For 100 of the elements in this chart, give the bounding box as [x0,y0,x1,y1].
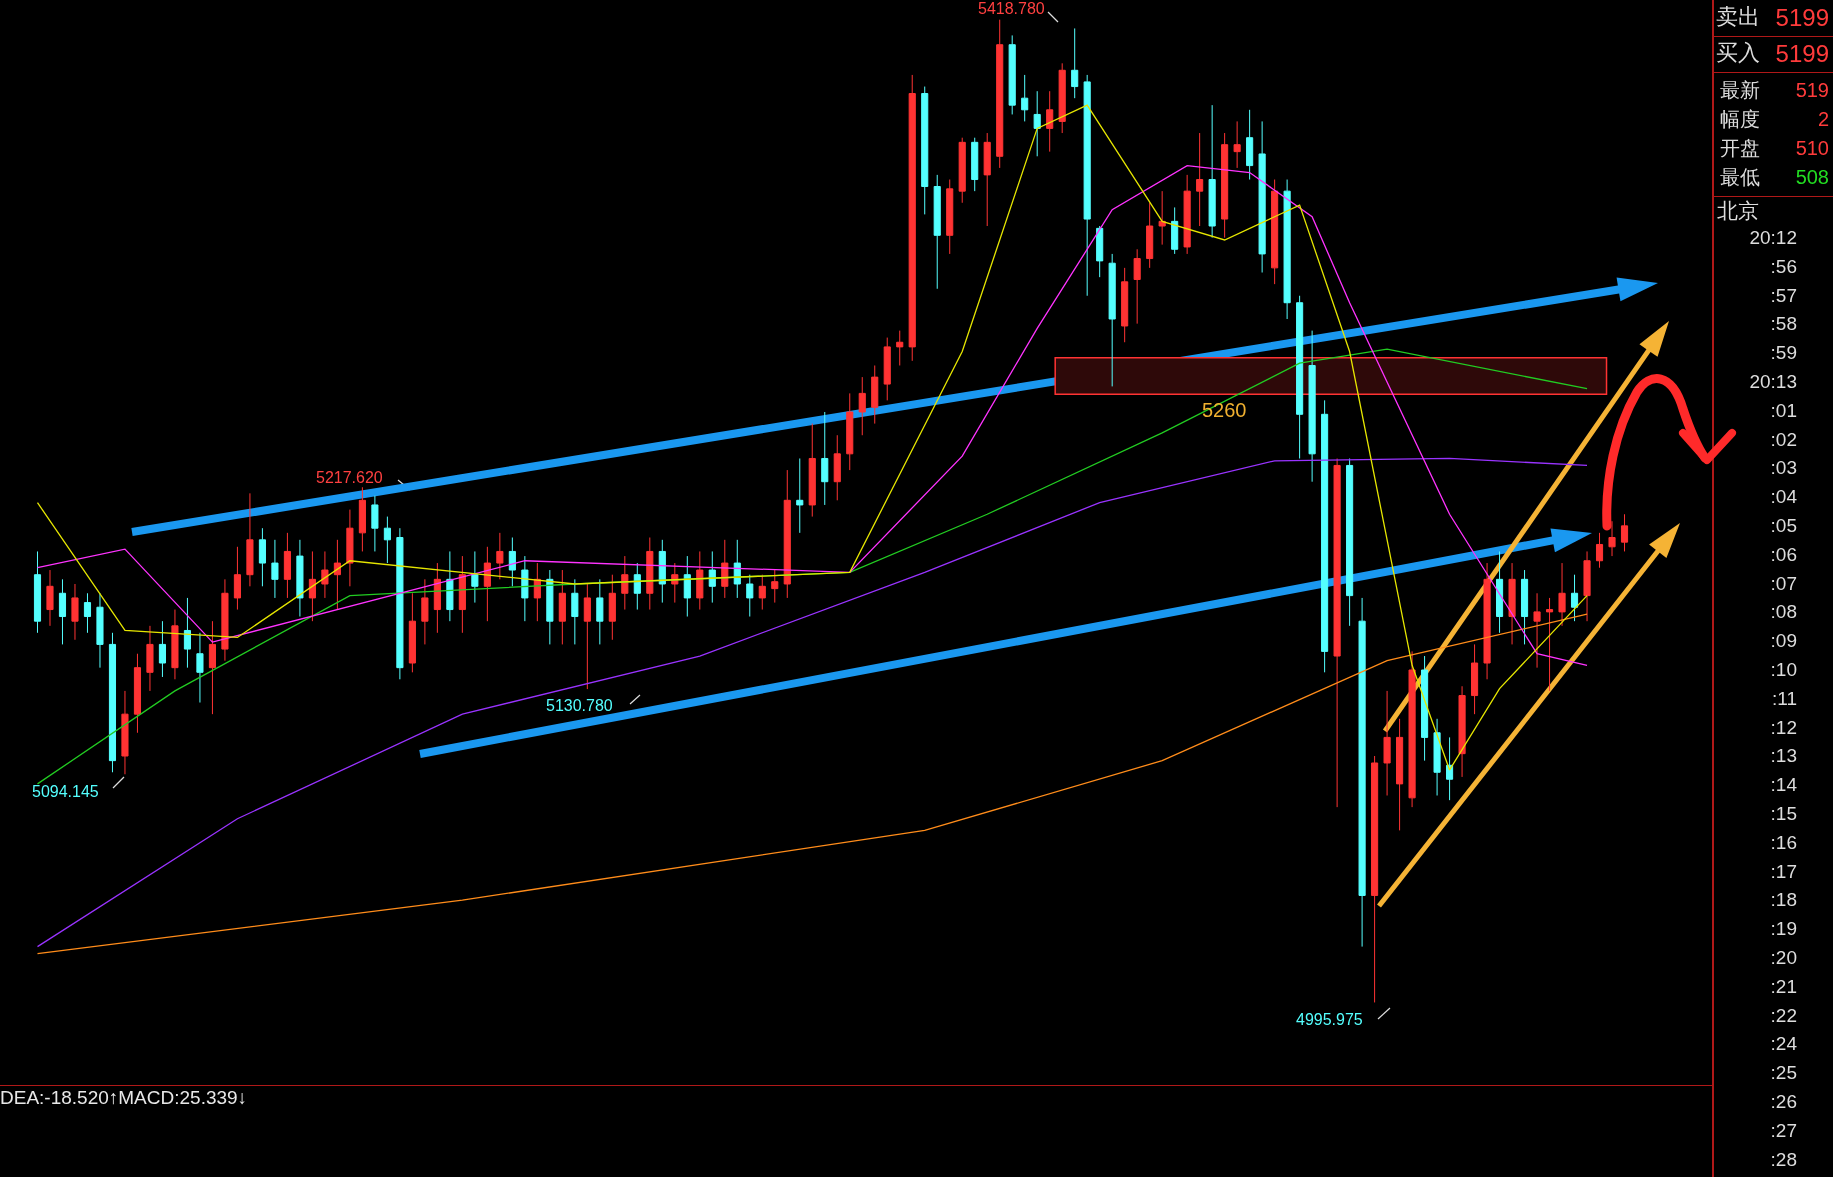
text: :07 [1770,572,1797,594]
candlestick [1520,569,1529,645]
text: 519 [1795,79,1829,101]
candlestick [208,620,216,715]
annotation: 5130.780 [546,697,613,714]
candlestick [1358,597,1366,948]
candlestick [883,337,891,401]
text: :59 [1770,342,1797,364]
candlestick [183,597,192,669]
candlestick [971,137,979,192]
text: :22 [1770,1004,1797,1026]
candlestick [221,578,229,662]
candlestick [633,562,641,611]
candlestick [258,527,266,587]
candlestick [783,469,791,599]
candlestick [233,546,241,611]
candlestick [1545,597,1554,692]
text: 20:13 [1749,371,1797,392]
candlestick [171,609,179,680]
candlestick [571,578,579,645]
text: :02 [1770,428,1797,450]
candlestick [196,632,204,704]
text: :17 [1770,860,1797,882]
candlestick [1496,550,1504,634]
candlestick [1446,736,1454,801]
candlestick [771,569,779,604]
candlestick [1046,90,1054,153]
text: 510 [1795,137,1829,159]
candlestick [383,516,391,564]
candlestick [733,539,741,599]
candlestick [871,364,879,425]
candlestick [846,392,854,471]
text: 20:12 [1749,227,1797,248]
candlestick [1096,225,1104,278]
candlestick [596,578,604,645]
candlestick [271,539,279,599]
candlestick [1471,643,1479,715]
text: :26 [1770,1091,1797,1112]
text: 最低 [1720,166,1760,188]
candlestick [921,86,929,215]
candlestick [333,539,341,611]
text: :08 [1770,601,1797,623]
text: :10 [1770,659,1797,680]
candlestick [546,569,554,645]
text: :03 [1770,457,1797,479]
candlestick [608,574,616,641]
text: :11 [1771,687,1797,709]
candlestick [1171,206,1179,255]
candlestick [1133,248,1141,325]
candlestick [1321,399,1329,673]
text: 买入 [1716,40,1760,65]
candlestick [1608,520,1616,557]
candlestick [1408,650,1416,808]
candlestick [1283,179,1291,320]
text: :16 [1770,831,1797,853]
text: :57 [1770,284,1797,306]
candlestick [796,457,804,534]
candlestick [1383,690,1391,797]
candlestick [983,132,991,227]
candlestick [1570,574,1579,622]
candlestick [1158,190,1166,246]
candlestick [458,555,466,634]
candlestick [1208,104,1216,239]
candlestick [758,574,766,611]
candlestick [1396,718,1404,831]
candlestick [121,690,129,775]
candlestick [146,625,154,692]
candlestick [671,562,679,604]
text: :13 [1770,745,1797,767]
text: 5199 [1775,40,1829,67]
candlestick [996,19,1004,169]
candlestick [583,583,591,690]
candlestick [946,179,954,255]
candlestick [508,537,516,587]
candlestick [58,578,67,645]
candlestick [71,583,79,641]
text: :04 [1770,486,1797,508]
candlestick [1483,562,1491,680]
candlestick [1533,592,1541,669]
text: 开盘 [1720,137,1760,159]
text: :25 [1770,1062,1797,1084]
text: DEA:-18.520↑MACD:25.339↓ [0,1087,248,1108]
annotation: 5217.620 [316,469,383,486]
text: :24 [1770,1033,1797,1055]
candlestick [33,550,42,634]
candlestick [108,632,117,773]
candlestick [1558,562,1566,627]
candlestick [308,550,316,622]
candlestick [283,532,291,599]
candlestick [646,537,654,611]
candlestick [621,555,629,611]
candlestick [1296,295,1304,459]
candlestick [1620,513,1629,552]
text: :28 [1770,1148,1797,1170]
candlestick [808,423,816,518]
candlestick [496,532,504,580]
candlestick [908,74,916,362]
candlestick [1433,718,1441,797]
candlestick [1508,562,1516,645]
candlestick [721,539,729,599]
